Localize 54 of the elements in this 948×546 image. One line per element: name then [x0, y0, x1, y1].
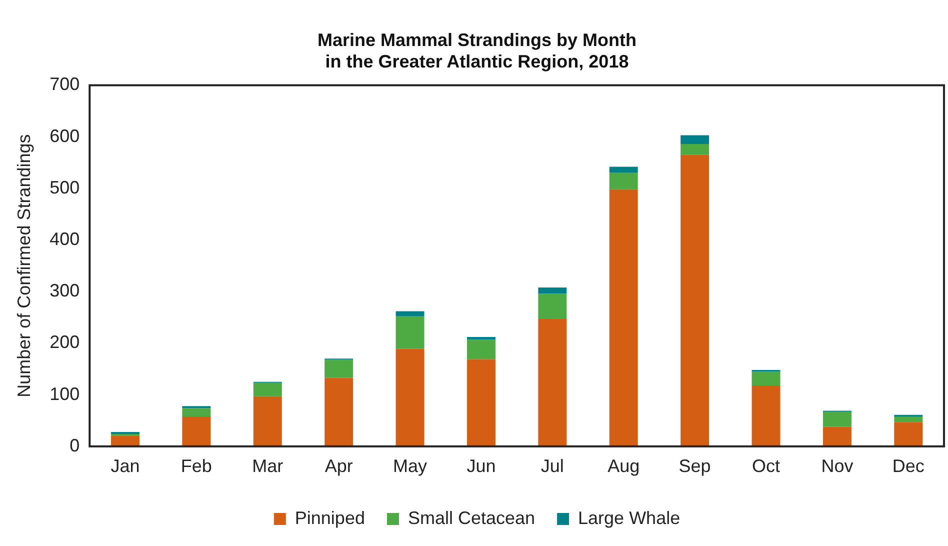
bar — [182, 408, 211, 416]
bar — [538, 287, 567, 294]
legend-label: Pinniped — [294, 508, 365, 528]
bar — [396, 316, 424, 349]
bar — [182, 416, 211, 446]
y-tick-label: 400 — [50, 228, 80, 249]
x-tick-label: May — [393, 456, 428, 476]
bar — [324, 360, 354, 378]
bar — [253, 382, 282, 396]
y-tick-label: 700 — [50, 74, 80, 94]
bar — [680, 144, 710, 155]
bar — [538, 318, 567, 446]
x-tick-label: Aug — [608, 456, 640, 476]
bar — [110, 436, 140, 446]
bar — [894, 416, 923, 422]
bar — [466, 359, 496, 446]
x-tick-label: Apr — [324, 456, 353, 476]
bar — [822, 426, 852, 446]
bar — [752, 372, 780, 386]
bar — [752, 386, 780, 446]
bar — [822, 412, 852, 427]
y-tick-label: 300 — [50, 280, 80, 301]
x-tick-label: Nov — [821, 456, 854, 476]
bar — [324, 378, 354, 446]
y-tick-label: 500 — [50, 177, 80, 198]
y-tick-label: 200 — [50, 332, 80, 352]
y-tick-label: 0 — [70, 435, 80, 456]
bar — [466, 340, 496, 360]
bar — [894, 422, 923, 446]
bar — [538, 294, 567, 319]
y-tick-label: 600 — [50, 126, 80, 146]
x-tick-label: Jan — [110, 456, 140, 476]
x-tick-label: Feb — [180, 456, 212, 476]
legend-label: Large Whale — [578, 508, 680, 528]
y-tick-label: 100 — [50, 384, 80, 404]
bar — [609, 189, 638, 446]
bar — [609, 166, 638, 173]
legend-label: Small Cetacean — [408, 508, 536, 528]
bar — [396, 348, 424, 446]
x-tick-label: Mar — [252, 456, 284, 476]
x-tick-label: Jul — [540, 456, 564, 476]
bar — [609, 172, 638, 190]
chart-title: Marine Mammal Strandings by Month in the Greater Atlantic Region, 2018 — [317, 30, 637, 72]
x-tick-label: Sep — [678, 456, 711, 476]
bar — [396, 311, 424, 316]
bar — [680, 154, 710, 446]
bar — [110, 432, 140, 434]
bar — [680, 135, 710, 144]
x-tick-label: Oct — [752, 456, 780, 476]
x-tick-label: Jun — [466, 456, 496, 476]
y-axis-title: Number of Confirmed Strandings — [14, 134, 34, 398]
x-tick-label: Dec — [892, 456, 924, 476]
bar — [466, 337, 496, 340]
bar — [253, 396, 282, 446]
